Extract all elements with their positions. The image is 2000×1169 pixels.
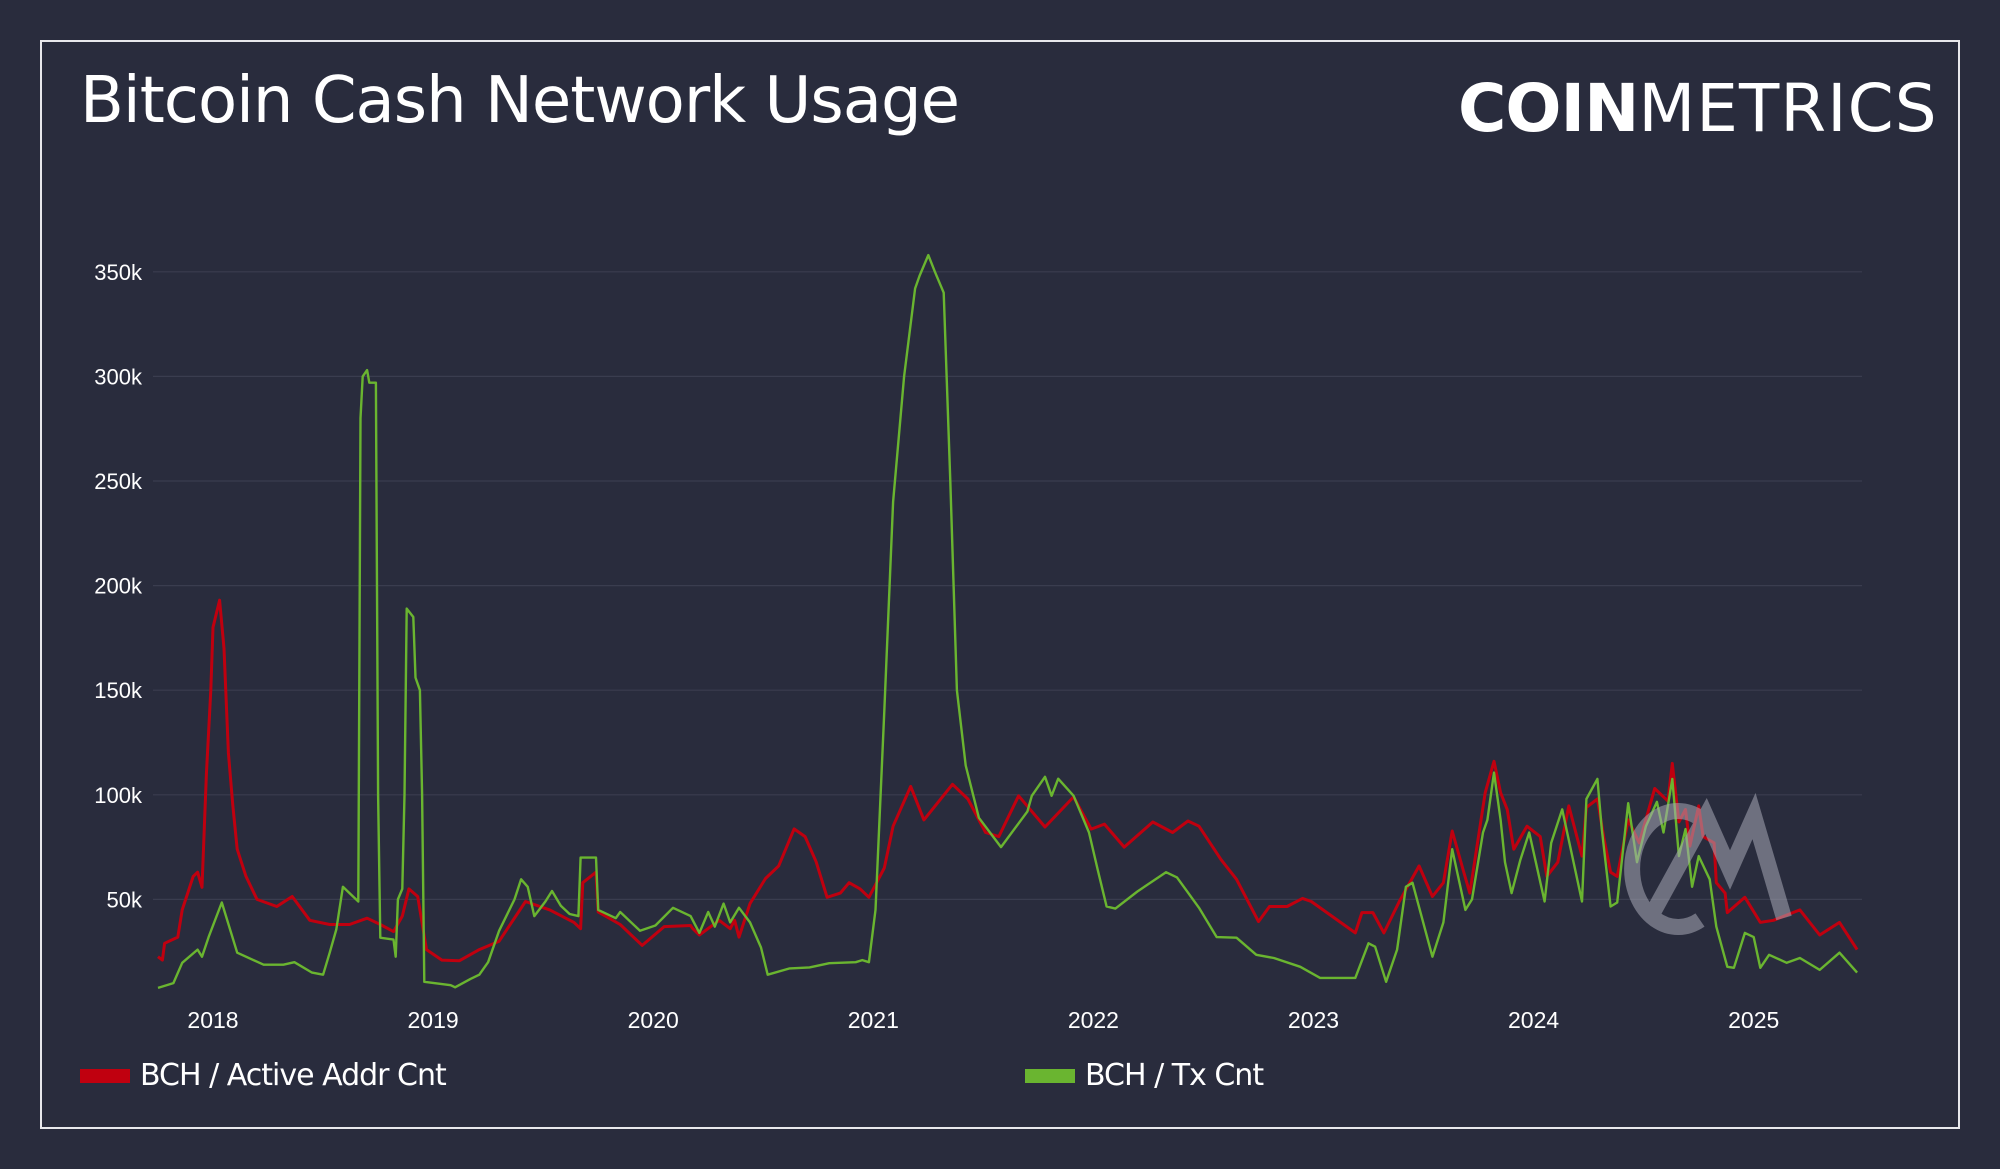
x-tick-label: 2021: [848, 1007, 899, 1033]
x-axis-labels: 2018 2019 2020 2021 2022 2023 2024 2025: [187, 1007, 1779, 1033]
legend-swatch-green: [1025, 1068, 1075, 1083]
legend-label: BCH / Tx Cnt: [1085, 1058, 1264, 1093]
x-tick-label: 2022: [1068, 1007, 1119, 1033]
y-tick-label: 50k: [107, 887, 143, 912]
x-tick-label: 2024: [1508, 1007, 1559, 1033]
y-tick-label: 100k: [94, 783, 143, 808]
x-tick-label: 2023: [1288, 1007, 1339, 1033]
y-tick-label: 300k: [94, 364, 143, 389]
x-tick-label: 2018: [187, 1007, 238, 1033]
y-tick-label: 150k: [94, 678, 143, 703]
gridlines: [153, 271, 1862, 901]
data-series: [157, 253, 1859, 990]
cm-watermark-icon: [1624, 792, 1792, 935]
legend-item-active-addr[interactable]: BCH / Active Addr Cnt: [80, 1058, 447, 1093]
x-tick-label: 2020: [628, 1007, 679, 1033]
coinmetrics-logo: COINMETRICS: [1458, 70, 1938, 147]
x-tick-label: 2025: [1728, 1007, 1779, 1033]
legend-label: BCH / Active Addr Cnt: [140, 1058, 447, 1093]
active-addr-line: [157, 598, 1859, 963]
logo-bold-text: COIN: [1458, 70, 1639, 147]
x-tick-label: 2019: [408, 1007, 459, 1033]
chart-title: Bitcoin Cash Network Usage: [80, 64, 960, 138]
y-tick-label: 350k: [94, 260, 143, 285]
logo-light-text: METRICS: [1638, 70, 1938, 147]
y-axis-labels: 50k 100k 150k 200k 250k 300k 350k: [94, 260, 143, 913]
y-tick-label: 200k: [94, 574, 143, 599]
y-tick-label: 250k: [94, 469, 143, 494]
tx-cnt-line: [157, 253, 1858, 990]
legend-swatch-red: [80, 1068, 130, 1083]
legend-item-tx-cnt[interactable]: BCH / Tx Cnt: [1025, 1058, 1264, 1093]
chart-frame: [40, 40, 1960, 1129]
